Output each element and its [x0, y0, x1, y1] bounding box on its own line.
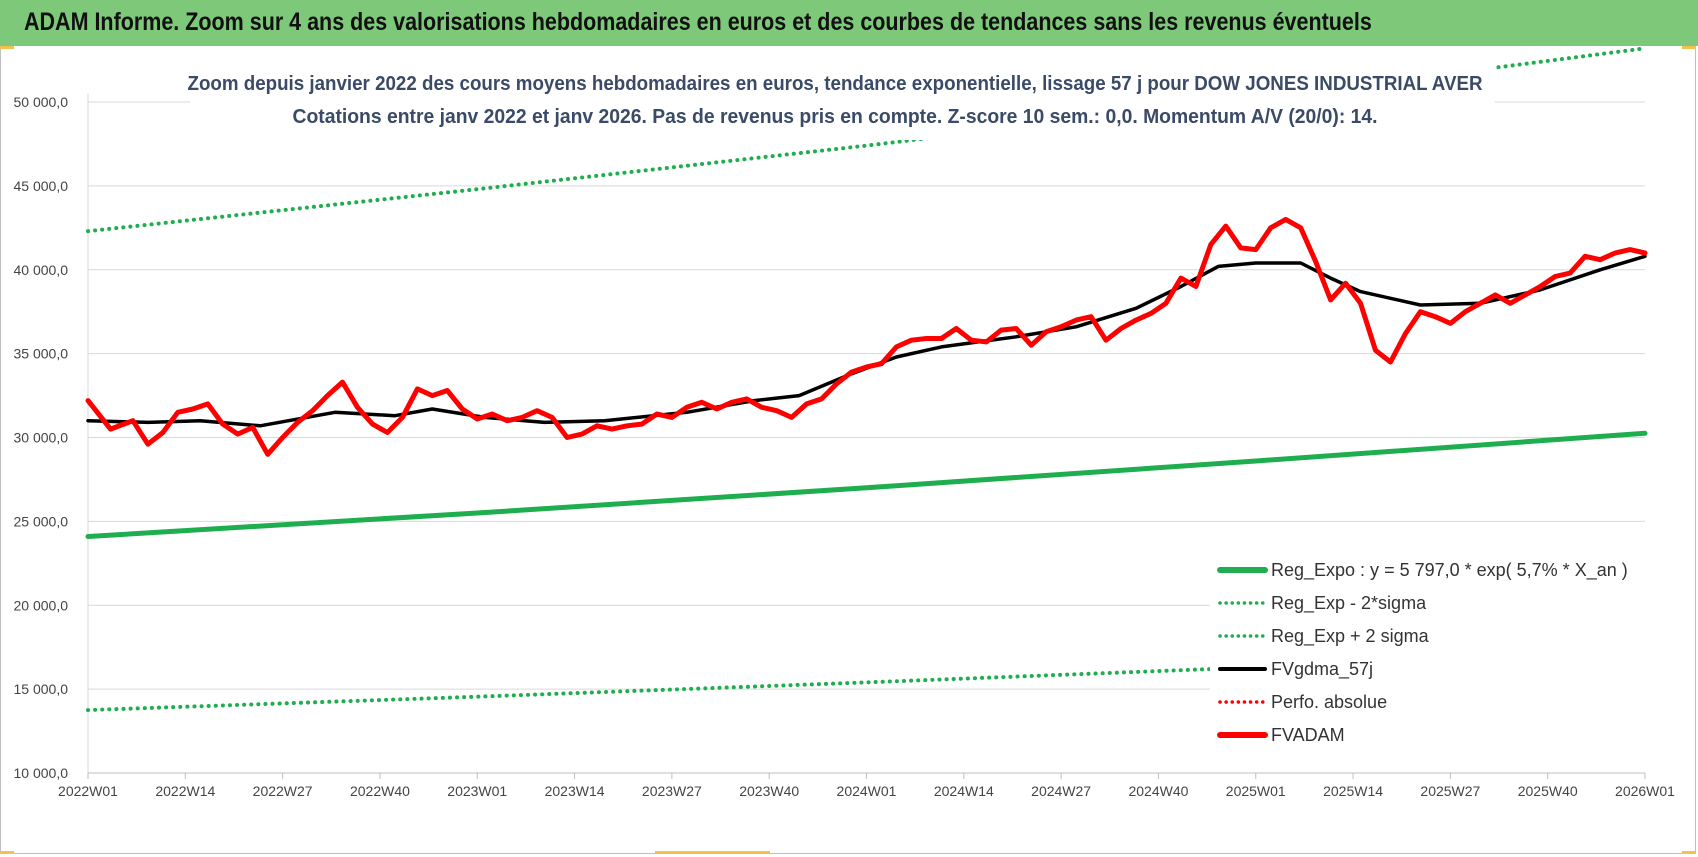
- legend: Reg_Expo : y = 5 797,0 * exp( 5,7% * X_a…: [1210, 555, 1650, 755]
- y-tick-label: 25 000,0: [14, 513, 69, 529]
- subtitle-background: [190, 62, 1495, 140]
- x-tick-label: 2025W01: [1226, 783, 1286, 799]
- x-tick-label: 2026W01: [1615, 783, 1675, 799]
- x-tick-label: 2025W14: [1323, 783, 1383, 799]
- x-tick-label: 2023W40: [739, 783, 799, 799]
- legend-background: [1210, 555, 1650, 755]
- x-tick-label: 2024W14: [934, 783, 994, 799]
- x-tick-label: 2025W27: [1420, 783, 1480, 799]
- legend-label: Perfo. absolue: [1271, 692, 1387, 712]
- frame-corner-bottom-right: [1682, 851, 1696, 854]
- header-bar: ADAM Informe. Zoom sur 4 ans des valoris…: [0, 0, 1698, 46]
- y-axis: 10 000,0 15 000,0 20 000,0 25 000,0 30 000,0…: [14, 94, 69, 781]
- chart-frame: [0, 46, 1696, 854]
- x-tick-label: 2023W01: [447, 783, 507, 799]
- legend-label: FVgdma_57j: [1271, 659, 1373, 680]
- legend-label: Reg_Expo : y = 5 797,0 * exp( 5,7% * X_a…: [1271, 560, 1628, 581]
- x-tick-label: 2023W14: [545, 783, 605, 799]
- x-tick-label: 2024W27: [1031, 783, 1091, 799]
- x-tick-label: 2023W27: [642, 783, 702, 799]
- y-tick-label: 15 000,0: [14, 681, 69, 697]
- y-tick-label: 50 000,0: [14, 94, 69, 110]
- smoothed-line: [86, 254, 1647, 428]
- legend-label: Reg_Exp + 2 sigma: [1271, 626, 1430, 647]
- x-tick-label: 2024W40: [1128, 783, 1188, 799]
- x-tick-label: 2022W14: [155, 783, 215, 799]
- x-tick-label: 2022W27: [253, 783, 313, 799]
- price-line: [85, 216, 1648, 457]
- y-tick-label: 40 000,0: [14, 262, 69, 278]
- y-tick-label: 35 000,0: [14, 346, 69, 362]
- x-axis: 2022W01 2022W14 2022W27 2022W40 2023W01 2023W…: [58, 773, 1675, 799]
- frame-corner-bottom-left: [0, 851, 14, 854]
- y-tick-label: 20 000,0: [14, 597, 69, 613]
- x-tick-label: 2022W01: [58, 783, 118, 799]
- x-tick-label: 2024W01: [837, 783, 897, 799]
- y-tick-label: 10 000,0: [14, 765, 69, 781]
- legend-label: Reg_Exp - 2*sigma: [1271, 593, 1427, 614]
- frame-corner-top-left: [0, 46, 14, 49]
- trend-line: [85, 430, 1648, 539]
- frame-mark-bottom-center: [655, 851, 770, 853]
- x-tick-label: 2025W40: [1518, 783, 1578, 799]
- chart-title: Zoom depuis janvier 2022 des cours moyen…: [188, 73, 1484, 95]
- x-tick-label: 2022W40: [350, 783, 410, 799]
- page-title: ADAM Informe. Zoom sur 4 ans des valoris…: [24, 8, 1372, 36]
- frame-corner-top-right: [1682, 46, 1696, 49]
- legend-label: FVADAM: [1271, 725, 1345, 745]
- y-tick-label: 30 000,0: [14, 430, 69, 446]
- y-tick-label: 45 000,0: [14, 178, 69, 194]
- chart-subtitle: Cotations entre janv 2022 et janv 2026. …: [293, 106, 1378, 128]
